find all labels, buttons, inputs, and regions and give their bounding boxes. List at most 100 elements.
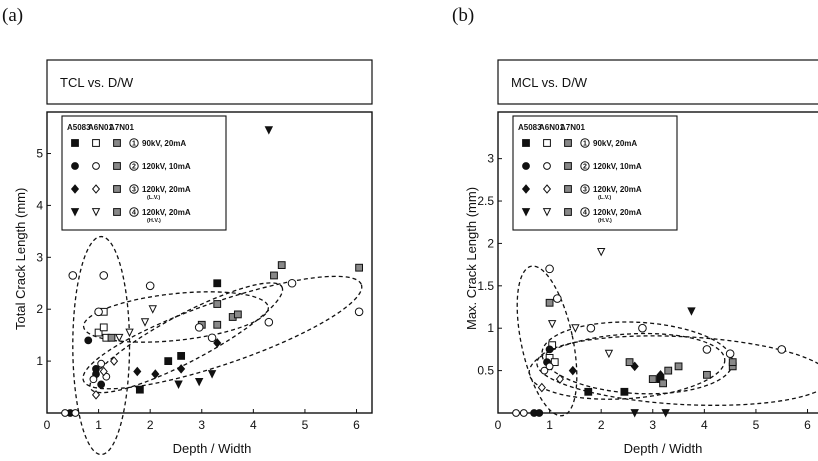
data-point xyxy=(264,126,274,135)
data-point xyxy=(555,374,564,384)
legend-number-circle xyxy=(580,138,590,148)
y-tick-label: 3 xyxy=(487,152,494,166)
legend-number: 4 xyxy=(132,210,136,217)
data-point xyxy=(233,310,242,319)
panel-b-tag: (b) xyxy=(452,5,474,26)
y-tick-label: 1.5 xyxy=(477,279,494,293)
legend-note: (L.V.) xyxy=(598,195,611,201)
data-point xyxy=(177,352,186,360)
x-tick-label: 6 xyxy=(804,418,811,432)
legend-marker xyxy=(564,139,572,147)
legend-marker xyxy=(91,208,101,217)
legend-marker xyxy=(521,184,531,194)
legend-marker xyxy=(71,139,79,147)
panel-a-title: TCL vs. D/W xyxy=(60,75,134,90)
legend-number-circle xyxy=(129,207,139,217)
data-point xyxy=(728,358,737,367)
panel-b-x-axis-label: Depth / Width xyxy=(624,441,703,456)
data-point xyxy=(89,375,98,384)
data-point xyxy=(547,320,557,329)
data-point xyxy=(777,345,787,354)
panel-a-axis-ticks: 0 1 2 3 4 5 6 1 2 3 4 5 xyxy=(36,147,360,432)
data-point xyxy=(648,375,657,383)
panel-b: (b) MCL vs. D/W Depth / Width Max. Crack… xyxy=(452,5,818,456)
y-tick-label: 2.5 xyxy=(477,194,494,208)
panel-b-plot-frame xyxy=(497,111,818,414)
data-point xyxy=(277,261,286,269)
legend-number: 1 xyxy=(583,141,587,148)
data-point xyxy=(584,387,593,396)
data-point xyxy=(148,305,157,314)
data-point xyxy=(674,362,683,371)
data-point xyxy=(213,279,222,288)
x-tick-label: 3 xyxy=(198,418,205,432)
panel-a-legend-box xyxy=(61,115,227,231)
panel-b-y-axis-label: Max. Crack Length (mm) xyxy=(464,187,479,330)
legend-marker xyxy=(521,208,531,217)
data-point xyxy=(213,300,222,308)
data-point xyxy=(194,377,204,387)
data-point xyxy=(207,333,217,343)
data-point xyxy=(177,364,186,374)
legend-note: (L.V.) xyxy=(147,195,160,201)
data-point xyxy=(586,323,596,333)
data-point xyxy=(545,362,554,371)
data-point xyxy=(84,336,93,345)
x-tick-label: 2 xyxy=(147,418,154,432)
x-tick-label: 3 xyxy=(649,418,656,432)
data-point xyxy=(287,278,297,288)
data-point xyxy=(99,271,109,280)
legend-marker xyxy=(70,208,80,217)
data-point xyxy=(107,333,116,342)
data-point xyxy=(125,328,134,338)
panel-a-tag: (a) xyxy=(2,5,23,26)
legend-number-circle xyxy=(580,161,590,171)
data-point xyxy=(207,370,217,379)
panel-a-y-axis-label: Total Crack Length (mm) xyxy=(13,188,28,330)
panel-b-title: MCL vs. D/W xyxy=(511,75,588,90)
legend-label: 120kV, 20mA xyxy=(593,185,642,194)
legend-label: 120kV, 20mA xyxy=(142,208,191,217)
data-point xyxy=(140,318,150,327)
panel-a-data-points xyxy=(61,126,364,417)
legend-label: 90kV, 20mA xyxy=(142,139,186,148)
y-tick-label: 2 xyxy=(36,302,43,316)
legend-number-circle xyxy=(580,207,590,217)
data-point xyxy=(545,298,554,307)
legend-label: 120kV, 20mA xyxy=(142,185,191,194)
legend-number-circle xyxy=(129,184,139,194)
data-point xyxy=(553,294,562,303)
legend-number: 1 xyxy=(132,141,136,148)
data-point xyxy=(354,307,364,317)
data-point xyxy=(145,281,155,291)
x-tick-label: 0 xyxy=(495,418,502,432)
data-point xyxy=(133,366,142,377)
data-point xyxy=(519,409,528,417)
legend-label: 120kV, 10mA xyxy=(593,162,642,171)
x-tick-label: 2 xyxy=(598,418,605,432)
legend-marker xyxy=(543,139,551,147)
legend-column-header: A5083 xyxy=(518,123,542,132)
cluster-ellipse xyxy=(82,291,269,343)
data-point xyxy=(702,345,712,354)
panel-b-axis-ticks: 0 1 2 3 4 5 6 0.5 1 1.5 2 2.5 3 xyxy=(477,152,811,432)
y-tick-label: 1 xyxy=(487,321,494,335)
data-point xyxy=(540,366,549,375)
data-point xyxy=(151,369,160,379)
data-point xyxy=(99,323,108,332)
legend-marker xyxy=(564,162,572,170)
data-point xyxy=(512,409,520,417)
y-tick-label: 5 xyxy=(36,147,43,161)
data-point xyxy=(97,359,106,368)
data-point xyxy=(164,357,173,366)
x-tick-label: 0 xyxy=(44,418,51,432)
legend-marker xyxy=(113,185,121,193)
legend-note: (H.V.) xyxy=(598,218,612,224)
data-point xyxy=(355,263,364,272)
cluster-ellipse xyxy=(82,275,363,390)
data-point xyxy=(94,328,103,337)
legend-number: 2 xyxy=(132,164,136,171)
panel-b-title-box xyxy=(497,59,818,105)
legend-marker xyxy=(70,184,80,194)
